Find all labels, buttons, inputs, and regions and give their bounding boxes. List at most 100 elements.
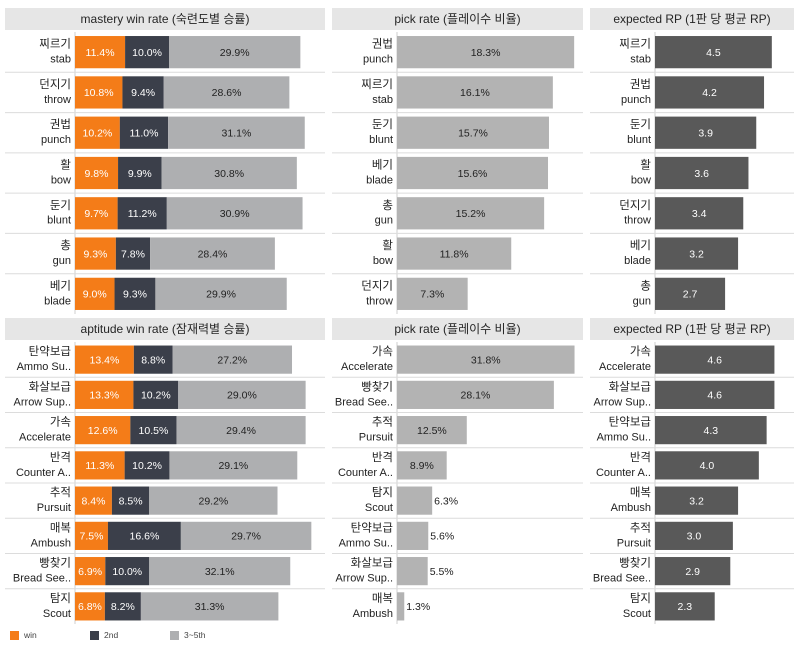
panel-6-category-label-en: Arrow Sup.. (594, 396, 651, 408)
panel-4-data-label: 8.4% (81, 495, 105, 507)
panel-5-category-label-ko: 추적 (372, 416, 393, 429)
panel-6-title: expected RP (1판 당 평균 RP) (613, 322, 770, 336)
panel-4-data-label: 8.5% (119, 495, 143, 507)
panel-1-data-label: 9.3% (83, 248, 107, 260)
panel-5-bar (397, 380, 554, 409)
panel-1-data-label: 9.4% (131, 87, 155, 99)
panel-6-category-label-en: Counter A.. (596, 467, 651, 479)
panel-2-category-label-ko: 권법 (372, 38, 393, 51)
panel-1-bar-2nd (125, 36, 170, 69)
panel-1-category-label-en: blade (44, 295, 71, 307)
panel-1-data-label: 31.1% (222, 127, 252, 139)
panel-4-bar-35th (180, 521, 312, 550)
panel-6-bar (655, 486, 739, 515)
panel-4-category-label-en: Ammo Su.. (17, 361, 71, 373)
panel-1-bar-win (75, 237, 116, 270)
panel-2-bar (397, 197, 545, 230)
panel-3-data-label: 4.5 (706, 47, 721, 59)
panel-4-category-label-ko: 탄약보급 (29, 344, 71, 358)
panel-5-bar (397, 486, 433, 515)
panel-6-data-label: 2.3 (678, 601, 693, 613)
panel-2-bar (397, 237, 512, 270)
panel-6-category-label-en: Ambush (611, 502, 651, 514)
panel-4-category-label-en: Arrow Sup.. (14, 396, 71, 408)
legend-swatch-rest (170, 630, 179, 640)
panel-2-bar (397, 36, 575, 69)
panel-4-bar-win (75, 521, 108, 550)
panel-4-bar-win (75, 592, 105, 621)
panel-4-category-label-ko: 매복 (50, 521, 71, 534)
panel-3-bar (655, 237, 739, 270)
legend-item-rest: 3~5th (170, 628, 206, 642)
panel-2-category-label-ko: 둔기 (372, 118, 393, 131)
panel-6-category-label-ko: 탐지 (630, 592, 651, 605)
panel-5-category-label-en: Ammo Su.. (339, 537, 393, 549)
panel-2-bar (397, 277, 468, 310)
panel-3-data-label: 3.2 (689, 248, 704, 260)
panel-1-category-label-en: throw (44, 94, 71, 106)
panel-1-category-label-en: punch (41, 134, 71, 146)
panel-1-bar-win (75, 197, 118, 230)
panel-5-bar (397, 557, 428, 586)
panel-3-data-label: 3.6 (694, 168, 709, 180)
panel-4-data-label: 10.2% (141, 390, 171, 402)
panel-6-data-label: 3.2 (689, 495, 704, 507)
panel-3-category-label-en: punch (621, 94, 651, 106)
panel-3-category-label-en: throw (624, 215, 651, 227)
panel-5-category-label-ko: 매복 (372, 592, 393, 605)
panel-2-category-label-ko: 던지기 (361, 279, 393, 292)
panel-4-data-label: 10.5% (139, 425, 169, 437)
panel-1-data-label: 29.9% (206, 289, 236, 301)
panel-5-category-label-en: Arrow Sup.. (336, 573, 393, 585)
panel-4-category-label-ko: 화살보급 (29, 380, 71, 393)
panel-1-data-label: 11.2% (128, 208, 157, 220)
panel-6-data-label: 4.6 (707, 354, 722, 366)
panel-3-category-label-ko: 총 (640, 279, 651, 292)
panel-2-data-label: 18.3% (471, 47, 501, 59)
panel-5-bar (397, 345, 575, 374)
panel-1-category-label-ko: 던지기 (39, 78, 71, 91)
panel-5-category-label-en: Ambush (353, 608, 393, 620)
panel-3-bar (655, 277, 726, 310)
panel-1-bar-35th (166, 197, 303, 230)
panel-4-data-label: 11.3% (85, 460, 114, 472)
panel-2-category-label-ko: 총 (382, 199, 393, 212)
panel-4-data-label: 31.3% (195, 601, 225, 613)
panel-4-bar-35th (149, 557, 291, 586)
panel-1-bar-35th (168, 116, 305, 149)
panel-6-category-label-ko: 탄약보급 (609, 415, 651, 429)
panel-2-data-label: 16.1% (460, 87, 490, 99)
panel-6-data-label: 4.6 (707, 390, 722, 402)
panel-4-data-label: 29.2% (198, 495, 228, 507)
panel-4-data-label: 8.2% (111, 601, 135, 613)
panel-1-header-bg (5, 8, 325, 30)
panel-6-data-label: 4.3 (704, 425, 719, 437)
panel-1-bar-2nd (118, 156, 162, 190)
panel-1-data-label: 10.2% (83, 127, 113, 139)
panel-6-category-label-ko: 반격 (630, 450, 651, 464)
panel-4-category-label-en: Pursuit (37, 502, 71, 514)
panel-5-data-label: 1.3% (406, 601, 430, 613)
panel-6-bar (655, 592, 715, 621)
panel-4-category-label-ko: 추적 (50, 486, 71, 499)
panel-4-bar-2nd (130, 416, 177, 445)
panel-4-bar-2nd (105, 557, 150, 586)
panel-4-data-label: 29.1% (218, 460, 248, 472)
panel-5-data-label: 31.8% (471, 354, 501, 366)
panel-6-category-label-en: Bread See.. (593, 573, 651, 585)
panel-6-category-label-en: Accelerate (599, 361, 651, 373)
panel-6-bar (655, 451, 759, 480)
panel-4-bar-2nd (133, 380, 179, 409)
panel-4-data-label: 7.5% (80, 531, 104, 543)
panel-3-header-bg (590, 8, 794, 30)
panel-1-bar-2nd (117, 197, 167, 230)
panel-1-data-label: 9.3% (123, 289, 147, 301)
panel-5-header-bg (332, 318, 583, 340)
panel-1-data-label: 28.6% (212, 87, 242, 99)
panel-3-bar (655, 76, 765, 109)
panel-1-data-label: 30.9% (220, 208, 250, 220)
panel-4-bar-35th (178, 380, 306, 409)
panel-3-category-label-en: gun (633, 295, 651, 307)
panel-1-bar-2nd (122, 76, 164, 109)
